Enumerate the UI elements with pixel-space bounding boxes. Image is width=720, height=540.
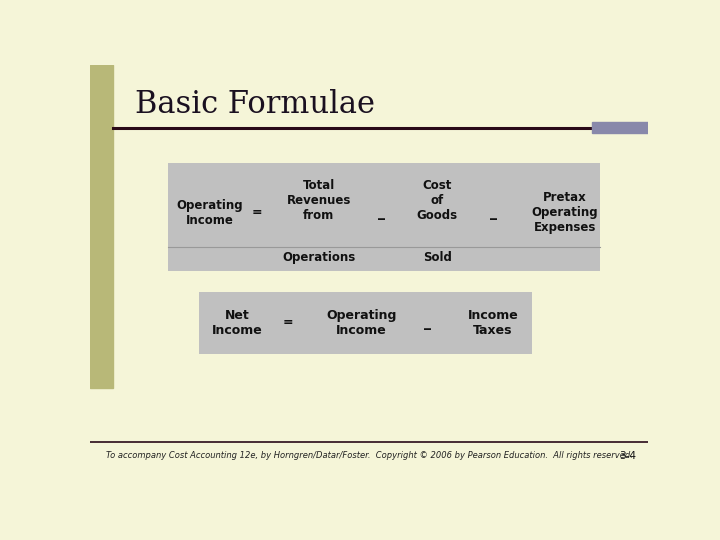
- Text: =: =: [282, 316, 293, 329]
- Text: 3-4: 3-4: [619, 451, 636, 461]
- Text: Income
Taxes: Income Taxes: [467, 309, 518, 337]
- Bar: [593, 122, 648, 132]
- Text: Net
Income: Net Income: [212, 309, 263, 337]
- Bar: [168, 164, 600, 271]
- Text: Operating
Income: Operating Income: [326, 309, 397, 337]
- Text: _: _: [378, 206, 385, 220]
- Text: Basic Formulae: Basic Formulae: [135, 89, 375, 120]
- Bar: [90, 65, 113, 388]
- Text: _: _: [423, 316, 431, 330]
- Text: Operations: Operations: [282, 251, 355, 264]
- Text: =: =: [251, 206, 262, 219]
- Text: Sold: Sold: [423, 251, 451, 264]
- Text: _: _: [490, 206, 498, 220]
- Text: Pretax
Operating
Expenses: Pretax Operating Expenses: [532, 191, 598, 234]
- Text: Cost
of
Goods: Cost of Goods: [417, 179, 458, 222]
- Text: Operating
Income: Operating Income: [177, 199, 243, 227]
- Text: To accompany Cost Accounting 12e, by Horngren/Datar/Foster.  Copyright © 2006 by: To accompany Cost Accounting 12e, by Hor…: [106, 451, 632, 460]
- Bar: [199, 292, 532, 354]
- Text: Total
Revenues
from: Total Revenues from: [287, 179, 351, 222]
